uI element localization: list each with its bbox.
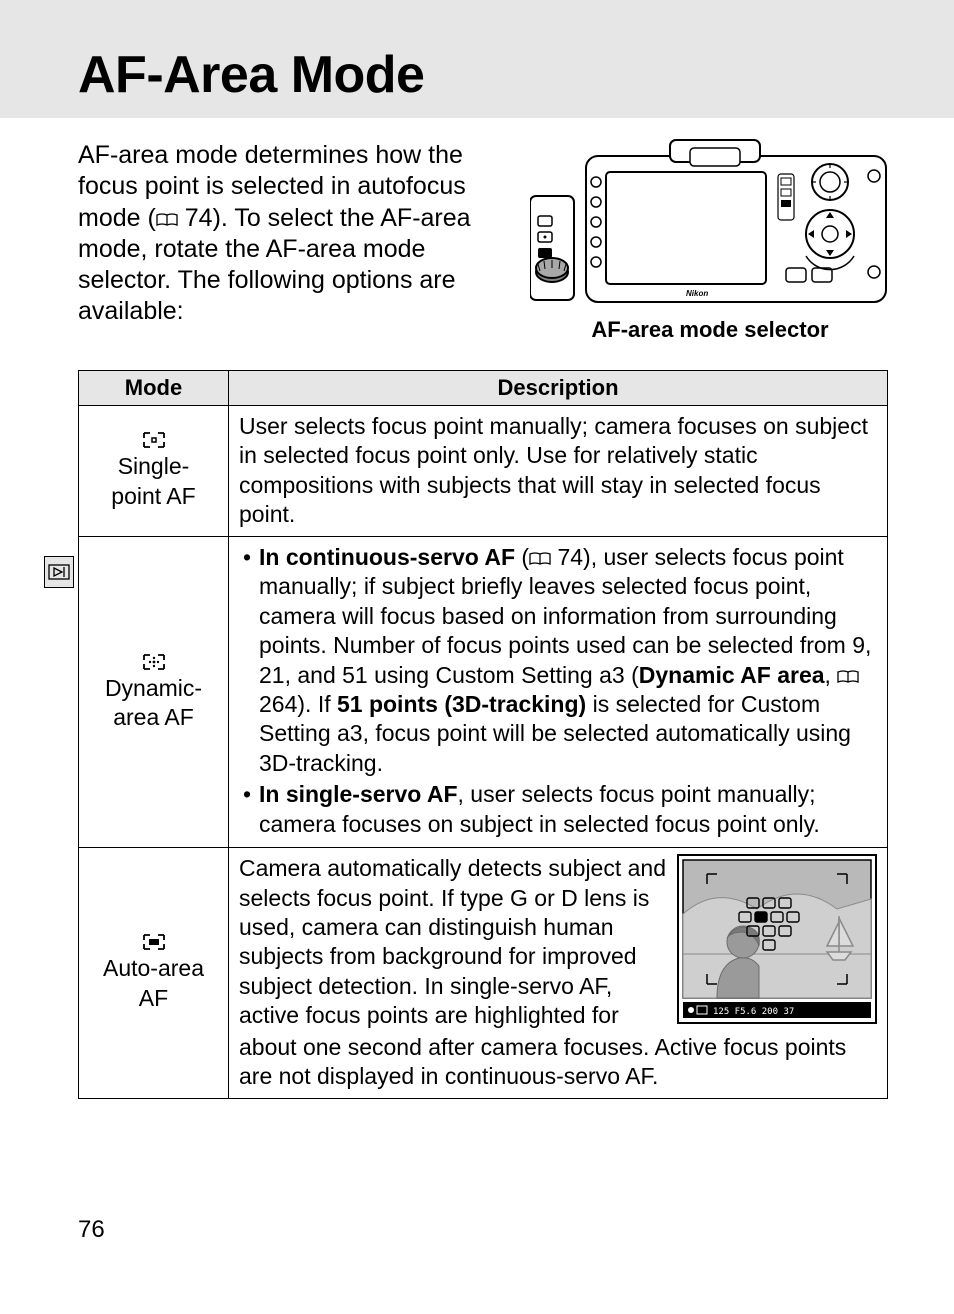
- viewfinder-illustration: 125 F5.6 200 37: [677, 854, 877, 1024]
- mode-description: In continuous-servo AF ( 74), user selec…: [229, 536, 888, 847]
- bullet-text: ,: [825, 662, 838, 688]
- bullet-text: 264). If: [259, 691, 337, 717]
- camera-back-diagram: Nikon: [530, 138, 890, 306]
- svg-text:Nikon: Nikon: [686, 289, 708, 298]
- mode-label: AF: [89, 984, 218, 1013]
- auto-area-text1: Camera automatically detects subject and…: [239, 854, 667, 1031]
- side-tab-icon: [44, 556, 74, 588]
- af-mode-table: Mode Description Single- point AF User s…: [78, 370, 888, 1099]
- book-icon: [156, 213, 178, 227]
- viewfinder-readout: 125 F5.6 200 37: [713, 1007, 794, 1017]
- auto-area-text2: about one second after camera focuses. A…: [239, 1033, 877, 1092]
- mode-label: Single-: [89, 452, 218, 481]
- intro-paragraph: AF-area mode determines how the focus po…: [78, 140, 498, 328]
- page-title: AF-Area Mode: [78, 45, 424, 105]
- mode-description: User selects focus point manually; camer…: [229, 406, 888, 537]
- table-header-mode: Mode: [79, 371, 229, 406]
- book-icon: [837, 670, 859, 684]
- diagram-caption: AF-area mode selector: [530, 317, 890, 343]
- mode-label: area AF: [89, 703, 218, 732]
- bullet-strong: Dynamic AF area: [639, 662, 825, 688]
- mode-label: point AF: [89, 482, 218, 511]
- bullet-strong: In continuous-servo AF: [259, 544, 515, 570]
- mode-description: Camera automatically detects subject and…: [229, 848, 888, 1099]
- table-header-description: Description: [229, 371, 888, 406]
- table-row: Dynamic- area AF In continuous-servo AF …: [79, 536, 888, 847]
- bullet-strong: In single-servo AF: [259, 781, 458, 807]
- single-point-icon: [140, 430, 168, 450]
- mode-label: Dynamic-: [89, 674, 218, 703]
- auto-area-icon: [140, 932, 168, 952]
- bullet-strong: 51 points (3D-tracking): [337, 691, 586, 717]
- table-row: Auto-area AF Camera automatically detect…: [79, 848, 888, 1099]
- dynamic-area-icon: [140, 652, 168, 672]
- mode-label: Auto-area: [89, 954, 218, 983]
- table-row: Single- point AF User selects focus poin…: [79, 406, 888, 537]
- book-icon: [529, 552, 551, 566]
- page-number: 76: [78, 1216, 105, 1244]
- bullet-text: (: [521, 544, 529, 570]
